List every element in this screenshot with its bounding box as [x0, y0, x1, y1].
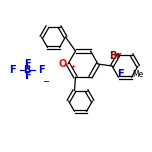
Text: Me: Me — [133, 70, 144, 79]
Text: F: F — [9, 65, 16, 75]
Text: O: O — [59, 59, 67, 69]
Text: F: F — [117, 69, 124, 79]
Text: F: F — [24, 71, 30, 81]
Text: F: F — [24, 59, 30, 69]
Text: F: F — [38, 65, 45, 75]
Text: B: B — [23, 65, 31, 75]
Text: Br: Br — [109, 51, 122, 61]
Text: +: + — [70, 64, 75, 69]
Text: −: − — [42, 78, 49, 86]
